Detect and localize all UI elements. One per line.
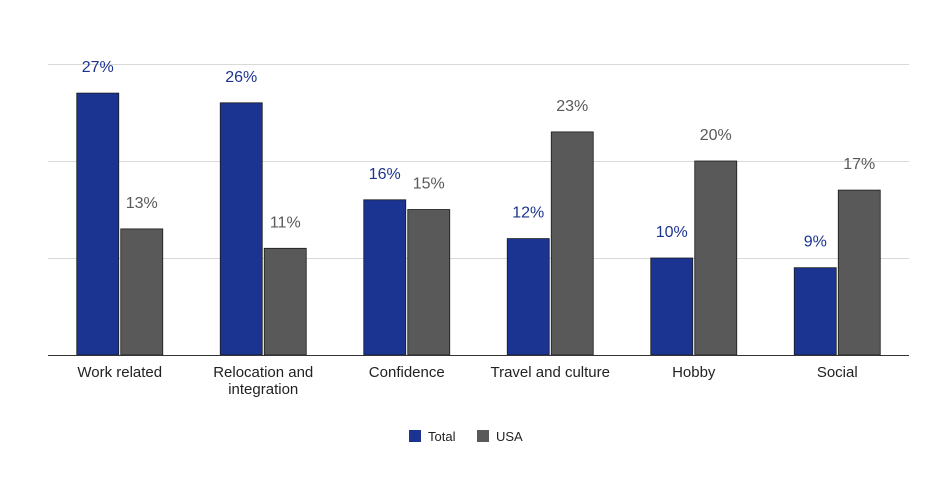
data-label-usa: 17% (843, 156, 875, 173)
bars (76, 92, 881, 356)
x-axis-tick-labels: Work related Relocation and integration Con… (77, 364, 857, 398)
x-tick-label: Travel and culture (490, 364, 610, 381)
legend: Total USA (409, 429, 523, 444)
x-tick-label: Relocation and integration (213, 364, 313, 398)
data-label-total: 27% (82, 59, 114, 76)
bar-total (793, 267, 837, 356)
data-label-total: 12% (512, 205, 544, 222)
gridlines (48, 64, 909, 259)
bar-total (76, 92, 120, 356)
x-tick-label-line: Confidence (369, 364, 445, 381)
data-label-total: 16% (369, 166, 401, 183)
bar-total (650, 257, 694, 356)
x-tick-label-line: Relocation and (213, 364, 313, 381)
x-tick-label: Confidence (369, 364, 445, 381)
x-tick-label-line: Social (817, 364, 858, 381)
data-label-total: 9% (804, 234, 827, 251)
bar-usa (120, 228, 164, 356)
legend-label-usa: USA (496, 429, 523, 444)
x-tick-label-line: Hobby (672, 364, 716, 381)
data-label-usa: 15% (413, 176, 445, 193)
x-tick-label: Work related (77, 364, 162, 381)
x-tick-label: Hobby (672, 364, 716, 381)
bar-total (363, 199, 407, 356)
x-tick-label-line: integration (228, 381, 298, 398)
value-labels: 27% 13% 26% 11% 16% 15% 12% 23% 10% 20% 9% 17% (82, 59, 876, 251)
data-label-usa: 11% (270, 214, 301, 231)
x-tick-label: Social (817, 364, 858, 381)
data-label-usa: 23% (556, 98, 588, 115)
data-label-usa: 13% (126, 195, 158, 212)
data-label-usa: 20% (700, 127, 732, 144)
legend-swatch-total (409, 430, 421, 442)
bar-total (219, 102, 263, 356)
bar-usa (263, 247, 307, 356)
bar-total (506, 238, 550, 356)
x-tick-label-line: Work related (77, 364, 162, 381)
x-tick-label-line: Travel and culture (490, 364, 610, 381)
bar-usa (407, 209, 451, 356)
legend-label-total: Total (428, 429, 456, 444)
bar-usa (694, 160, 738, 356)
bar-usa (550, 131, 594, 356)
legend-swatch-usa (477, 430, 489, 442)
data-label-total: 10% (656, 224, 688, 241)
bar-usa (837, 189, 881, 356)
data-label-total: 26% (225, 69, 257, 86)
